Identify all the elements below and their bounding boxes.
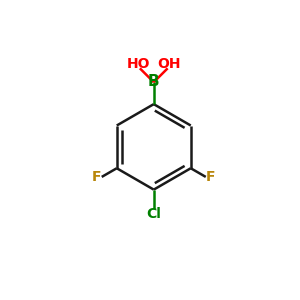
Text: B: B [148,74,160,89]
Text: F: F [206,170,216,184]
Text: OH: OH [157,57,181,71]
Text: Cl: Cl [146,207,161,221]
Text: F: F [92,170,101,184]
Text: HO: HO [127,57,151,71]
